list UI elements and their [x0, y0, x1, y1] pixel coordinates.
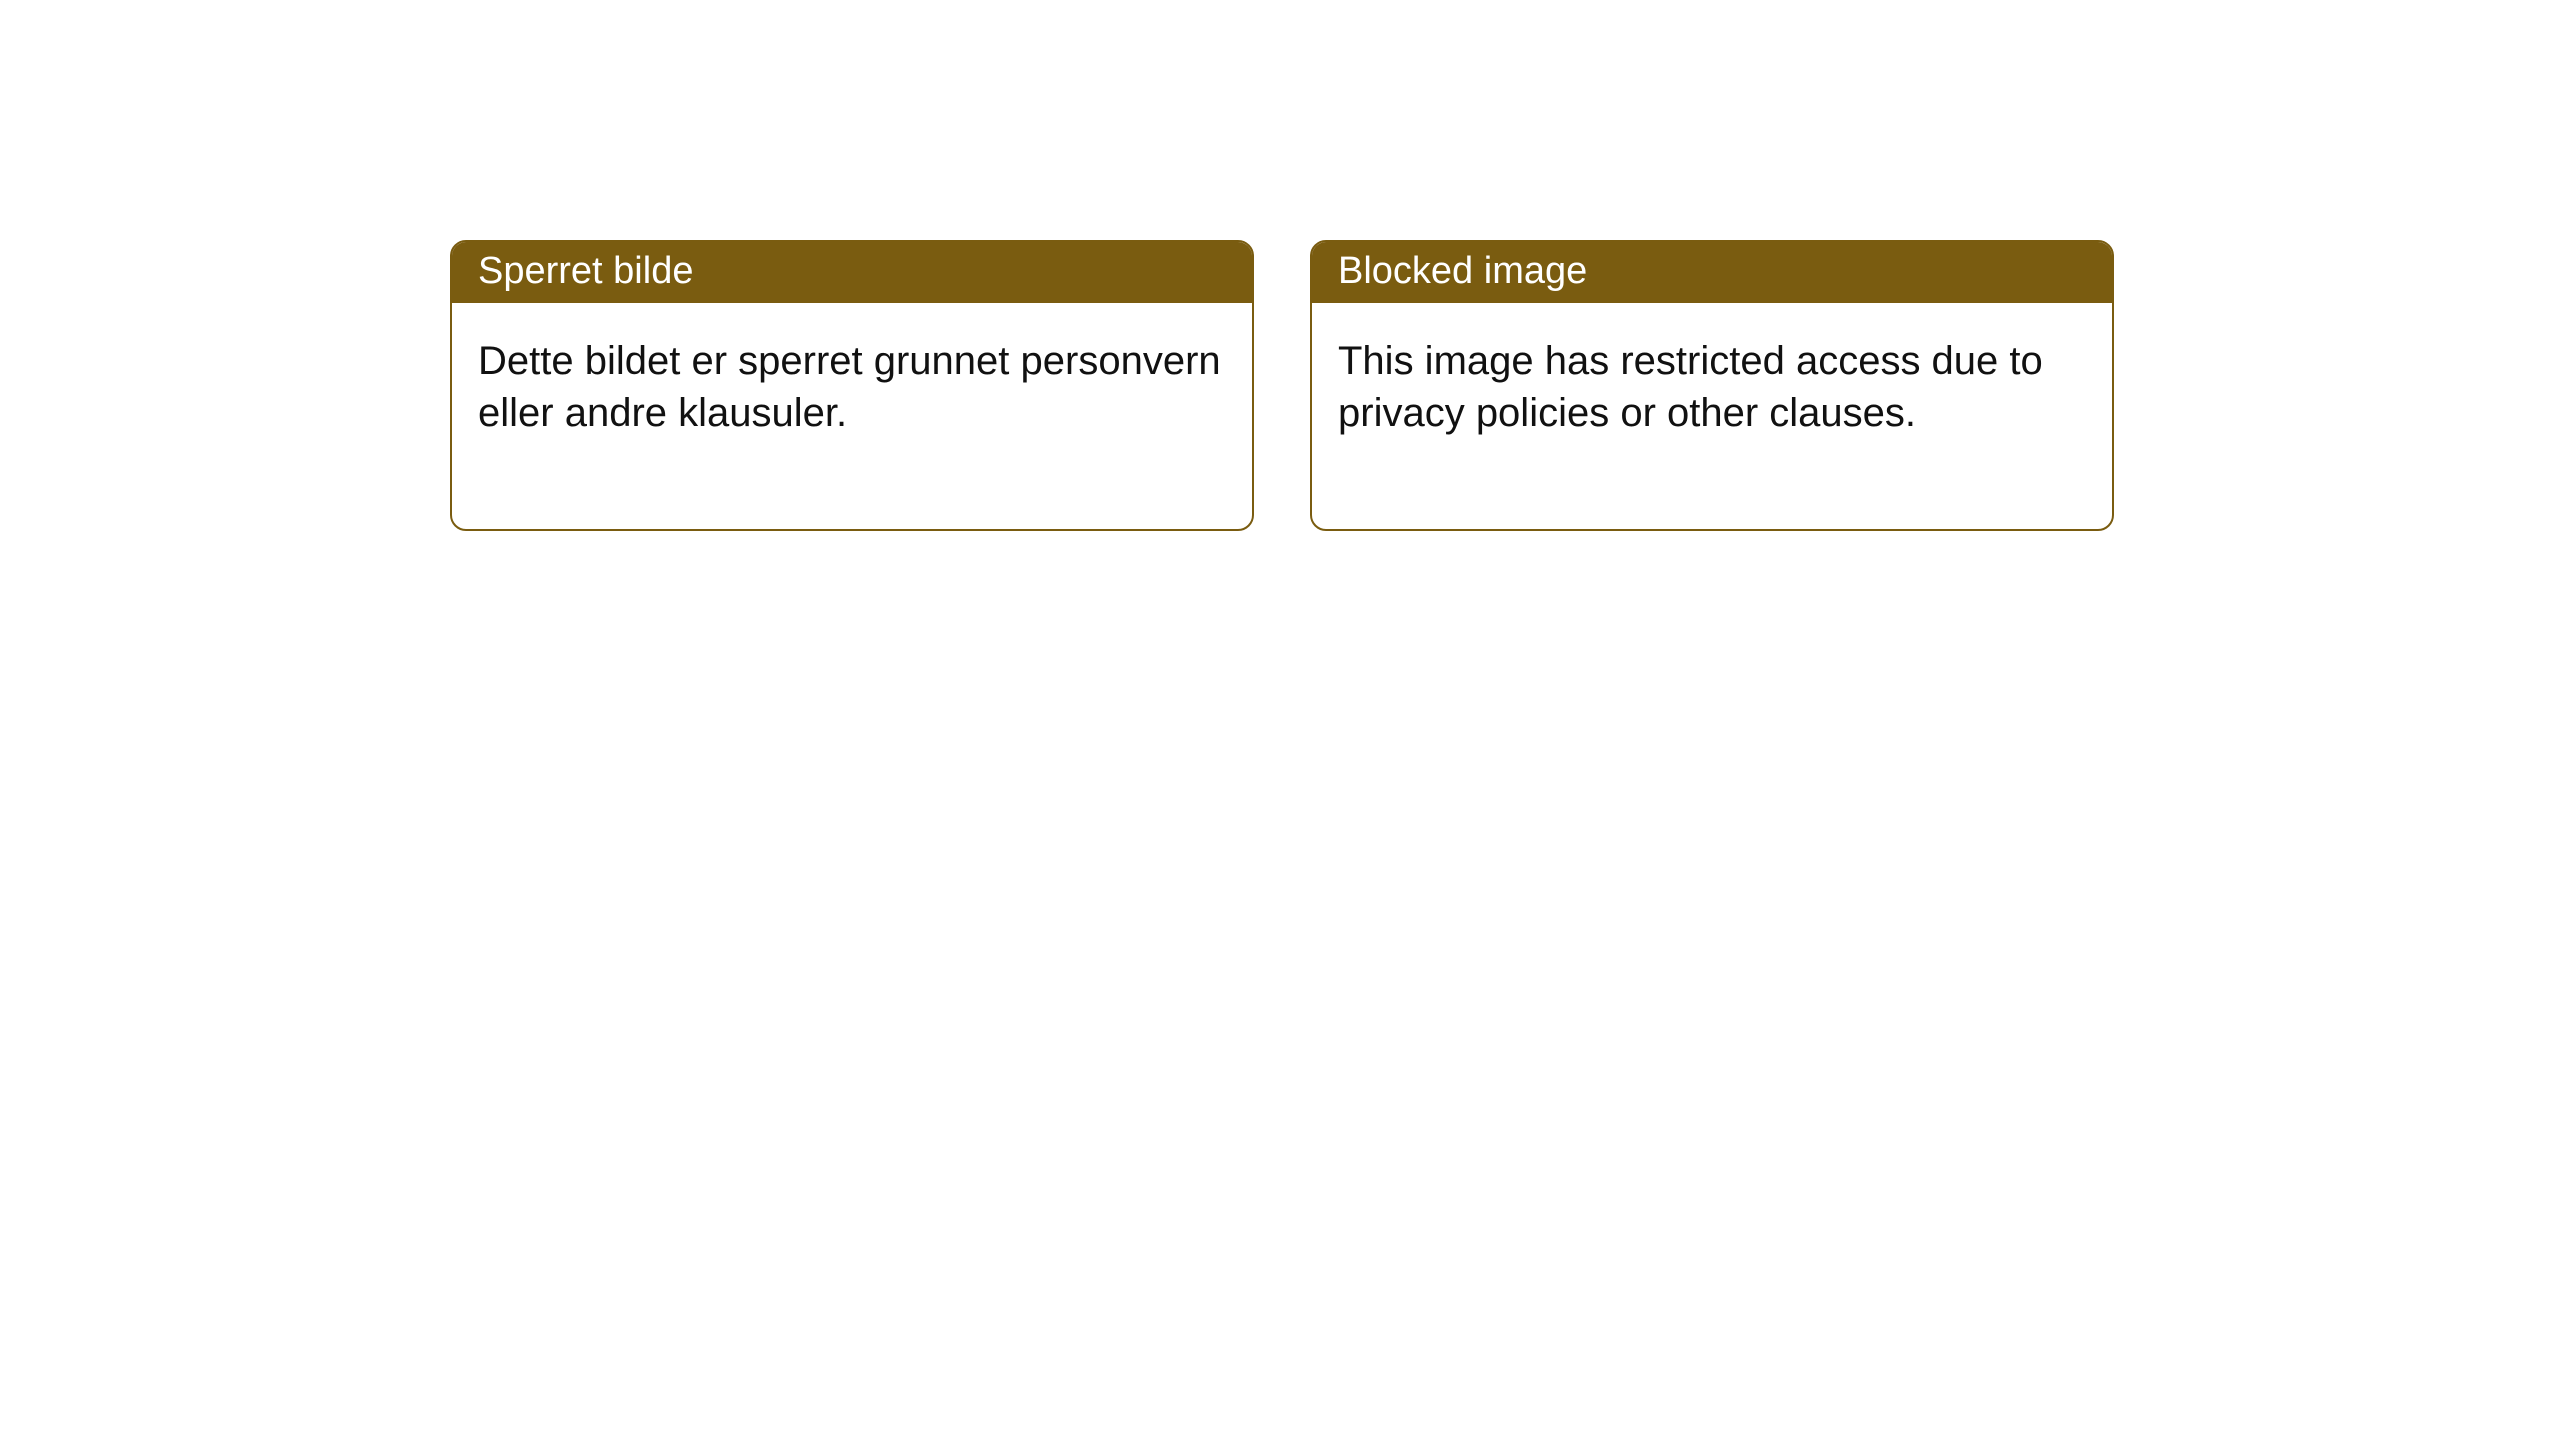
notice-body-text: This image has restricted access due to …: [1338, 339, 2043, 435]
notice-title: Blocked image: [1338, 250, 1587, 292]
notice-title: Sperret bilde: [478, 250, 693, 292]
notice-container: Sperret bilde Dette bildet er sperret gr…: [450, 240, 2114, 531]
notice-header: Sperret bilde: [452, 242, 1252, 303]
notice-card-norwegian: Sperret bilde Dette bildet er sperret gr…: [450, 240, 1254, 531]
notice-body: This image has restricted access due to …: [1312, 303, 2112, 529]
notice-card-english: Blocked image This image has restricted …: [1310, 240, 2114, 531]
notice-header: Blocked image: [1312, 242, 2112, 303]
notice-body: Dette bildet er sperret grunnet personve…: [452, 303, 1252, 529]
notice-body-text: Dette bildet er sperret grunnet personve…: [478, 339, 1221, 435]
